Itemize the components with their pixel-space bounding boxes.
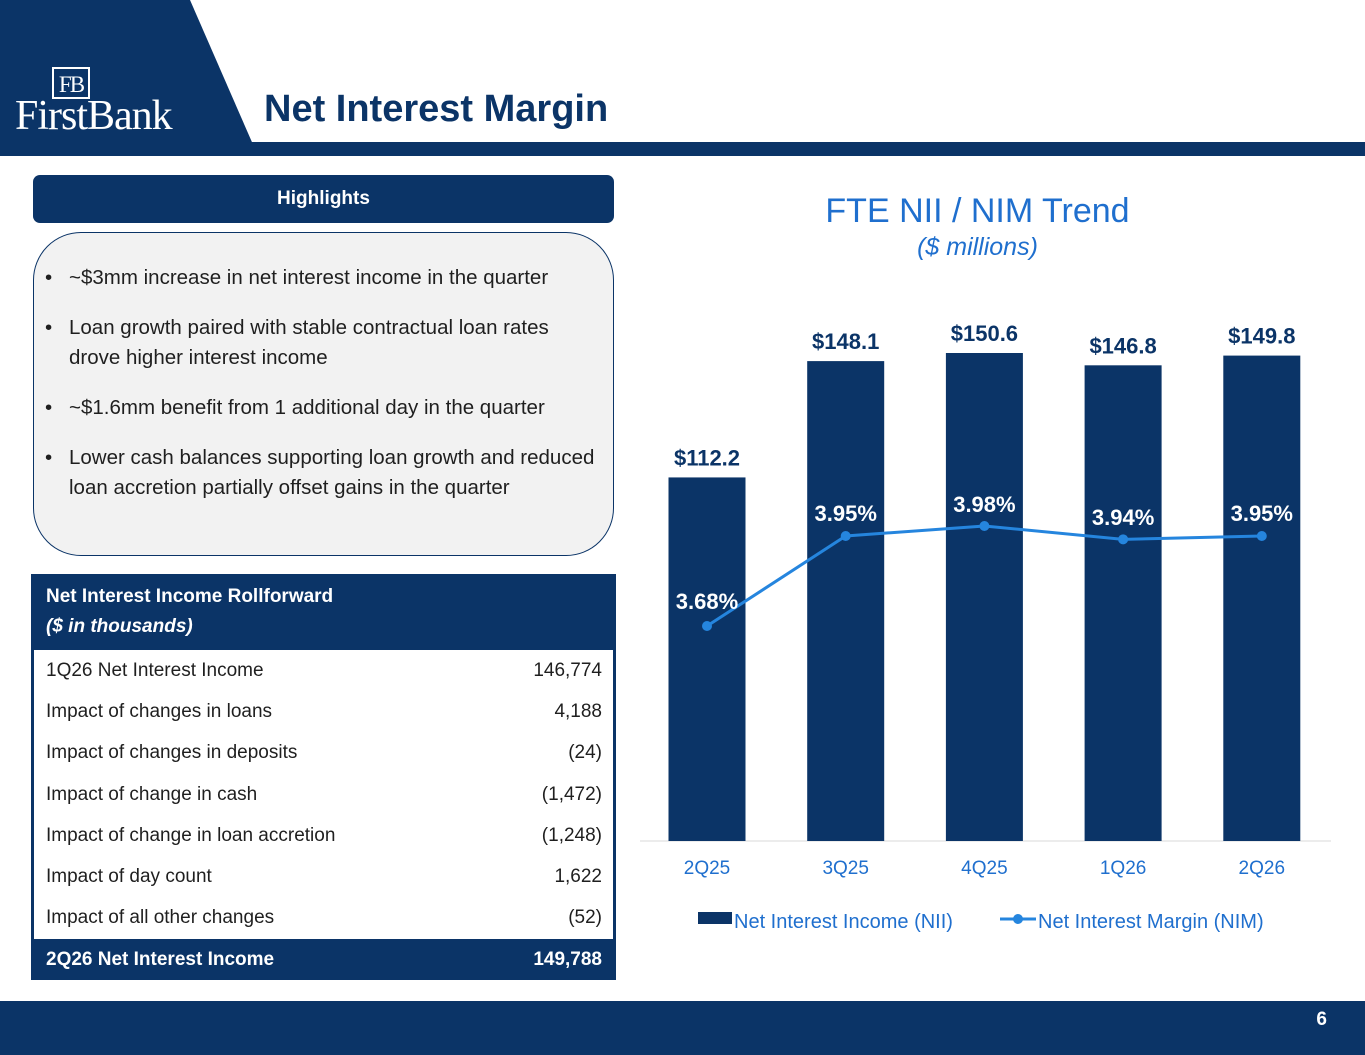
- rollforward-subtitle: ($ in thousands): [46, 616, 193, 637]
- nii-nim-chart: $112.2 2Q25 $148.1 3Q25 $150.6 4Q25 $146.8 1Q26…: [640, 321, 1331, 933]
- row-label: 1Q26 Net Interest Income: [46, 659, 264, 681]
- nim-point: [979, 521, 990, 531]
- table-row: Impact of changes in loans 4,188: [34, 691, 613, 732]
- nim-point: [702, 621, 712, 631]
- legend-label-nim: Net Interest Margin (NIM): [1038, 911, 1264, 933]
- highlight-text: Loan growth paired with stable contractu…: [69, 316, 549, 369]
- nii-bar: [807, 361, 885, 841]
- nim-point: [840, 531, 851, 541]
- highlight-text: ~$3mm increase in net interest income in…: [69, 266, 549, 289]
- row-label: Impact of day count: [46, 866, 212, 888]
- table-row: Impact of change in loan accretion (1,248…: [34, 815, 613, 856]
- nii-bar-label: $150.6: [951, 321, 1018, 346]
- nim-point-label: 3.94%: [1092, 505, 1154, 530]
- bullet-icon: •: [45, 396, 53, 419]
- highlight-item: • Lower cash balances supporting loan gro…: [45, 443, 605, 503]
- table-row: Impact of day count 1,622: [34, 856, 613, 897]
- x-tick-label: 4Q25: [961, 858, 1007, 879]
- x-tick-label: 3Q25: [822, 858, 868, 879]
- row-value: (52): [568, 907, 602, 929]
- row-value: (24): [568, 742, 602, 764]
- legend-label-nii: Net Interest Income (NII): [734, 911, 953, 933]
- chart-subtitle: ($ millions): [917, 233, 1038, 261]
- bullet-icon: •: [45, 316, 53, 339]
- page-title: Net Interest Margin: [264, 88, 609, 130]
- highlights-list: • ~$3mm increase in net interest income i…: [45, 263, 605, 523]
- logo-monogram: FB: [52, 67, 90, 99]
- nim-point-label: 3.98%: [953, 492, 1015, 517]
- x-tick-label: 2Q25: [684, 858, 730, 879]
- nim-point: [1256, 531, 1267, 541]
- table-total-row: 2Q26 Net Interest Income 149,788: [31, 939, 616, 980]
- header-rule: [0, 142, 1365, 156]
- rollforward-title: Net Interest Income Rollforward: [46, 586, 334, 607]
- highlight-item: • Loan growth paired with stable contract…: [45, 313, 605, 373]
- nii-bar-label: $146.8: [1089, 333, 1156, 358]
- row-label: Impact of change in cash: [46, 783, 258, 805]
- highlights-panel: [33, 232, 614, 556]
- logo-wordmark: FirstBank: [15, 93, 173, 139]
- chart-title: FTE NII / NIM Trend: [825, 192, 1130, 230]
- nii-bar: [1084, 365, 1162, 841]
- table-row: Impact of change in cash (1,472): [34, 774, 613, 815]
- bullet-icon: •: [45, 266, 53, 289]
- row-value: 1,622: [554, 866, 602, 888]
- row-label: Impact of change in loan accretion: [46, 824, 336, 846]
- nim-point: [1118, 534, 1129, 545]
- x-tick-label: 1Q26: [1100, 858, 1146, 879]
- row-label: Impact of changes in loans: [46, 700, 273, 722]
- highlight-text: ~$1.6mm benefit from 1 additional day in…: [69, 396, 545, 419]
- highlights-heading: Highlights: [33, 175, 614, 223]
- nii-bar-label: $148.1: [812, 329, 879, 354]
- row-label: Impact of changes in deposits: [46, 742, 298, 764]
- nii-bar-label: $112.2: [674, 445, 740, 470]
- highlight-item: • ~$1.6mm benefit from 1 additional day i…: [45, 393, 605, 423]
- total-label: 2Q26 Net Interest Income: [46, 948, 275, 970]
- legend-marker-nim: [1013, 914, 1023, 924]
- nii-bar: [1223, 355, 1301, 841]
- row-value: (1,472): [541, 783, 602, 805]
- table-row: Impact of changes in deposits (24): [34, 733, 613, 774]
- table-row: 1Q26 Net Interest Income 146,774: [34, 650, 613, 691]
- table-row: Impact of all other changes (52): [34, 898, 613, 939]
- nim-point-label: 3.95%: [815, 501, 877, 526]
- rollforward-table: Net Interest Income Rollforward ($ in th…: [31, 574, 616, 981]
- highlight-text: Lower cash balances supporting loan grow…: [69, 446, 595, 499]
- page-number: 6: [1316, 1009, 1327, 1030]
- footer-bar: [0, 1001, 1365, 1055]
- bullet-icon: •: [45, 446, 53, 469]
- row-value: 146,774: [533, 659, 602, 681]
- nii-bar: [668, 477, 746, 841]
- nim-point-label: 3.68%: [676, 589, 738, 614]
- total-value: 149,788: [533, 948, 602, 970]
- row-value: 4,188: [554, 700, 602, 722]
- rollforward-body: 1Q26 Net Interest Income 146,774 Impact o…: [34, 650, 613, 940]
- highlight-item: • ~$3mm increase in net interest income i…: [45, 263, 605, 293]
- x-tick-label: 2Q26: [1239, 858, 1285, 879]
- nii-bar: [945, 353, 1023, 841]
- legend-swatch-nii: [698, 912, 732, 924]
- nii-bar-label: $149.8: [1228, 324, 1295, 349]
- nim-point-label: 3.95%: [1231, 501, 1293, 526]
- row-label: Impact of all other changes: [46, 907, 275, 929]
- rollforward-header: Net Interest Income Rollforward ($ in th…: [31, 574, 616, 650]
- row-value: (1,248): [541, 824, 602, 846]
